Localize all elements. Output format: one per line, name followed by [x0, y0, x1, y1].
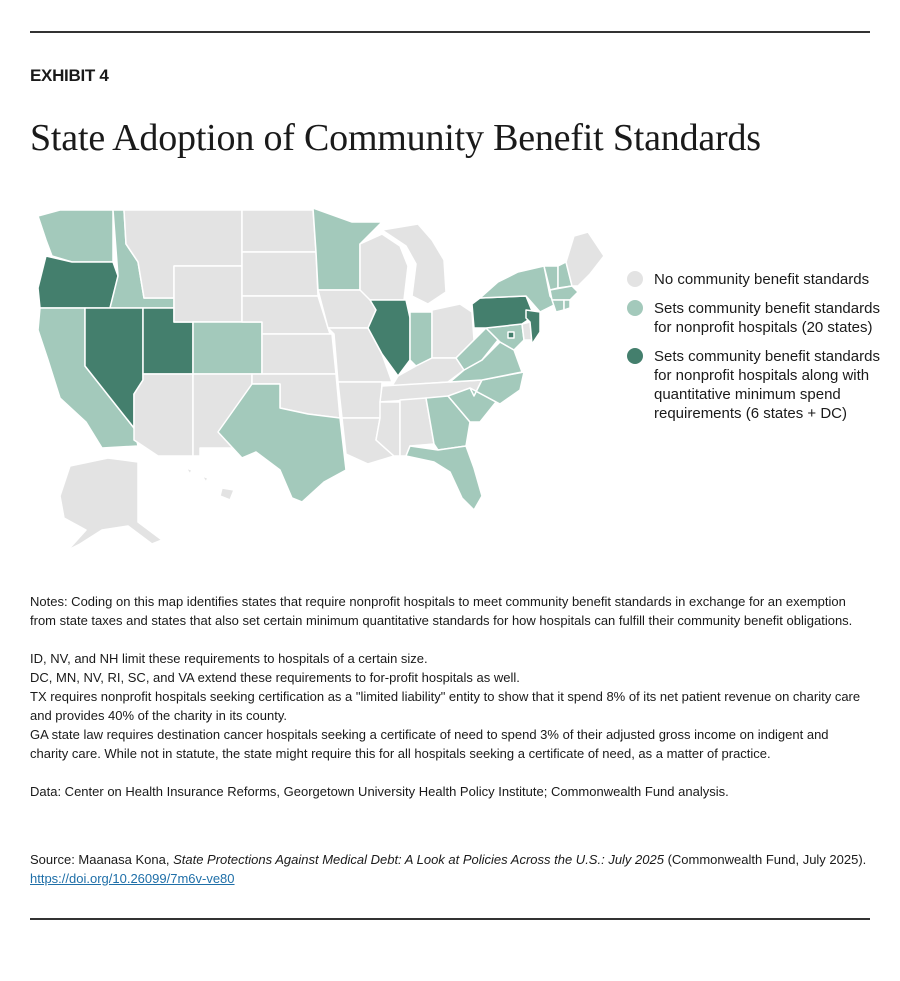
legend-label-none: No community benefit standards — [654, 271, 870, 288]
state-CO — [192, 321, 263, 375]
top-rule — [30, 31, 870, 33]
notes-line-ga: GA state law requires destination cancer… — [30, 727, 829, 761]
notes-block: Notes: Coding on this map identifies sta… — [30, 592, 870, 801]
legend-swatch-min-spend — [627, 348, 643, 364]
legend-swatch-none — [627, 271, 643, 287]
notes-intro: Notes: Coding on this map identifies sta… — [30, 594, 853, 628]
us-map — [37, 207, 605, 551]
notes-line-for-profit: DC, MN, NV, RI, SC, and VA extend these … — [30, 670, 520, 685]
legend-item-none: No community benefit standards — [627, 270, 887, 289]
state-MI — [381, 223, 447, 305]
state-TX — [217, 383, 347, 503]
state-CT — [551, 299, 565, 313]
source-title: State Protections Against Medical Debt: … — [173, 852, 664, 867]
source-doi-link[interactable]: https://doi.org/10.26099/7m6v-ve80 — [30, 871, 235, 886]
state-ND — [241, 209, 317, 253]
notes-line-tx: TX requires nonprofit hospitals seeking … — [30, 689, 861, 723]
legend-swatch-standards — [627, 300, 643, 316]
legend-item-min-spend: Sets community benefit standards for non… — [627, 347, 887, 423]
state-MA — [549, 285, 579, 301]
state-OR — [37, 255, 119, 309]
state-AR — [337, 381, 383, 419]
source-suffix: (Commonwealth Fund, July 2025). — [663, 852, 867, 867]
state-NY — [479, 265, 557, 313]
legend-label-standards: Sets community benefit standards for non… — [654, 300, 880, 336]
state-AZ — [133, 373, 194, 457]
state-WI — [359, 233, 409, 301]
state-RI — [563, 299, 571, 311]
state-SD — [241, 251, 319, 297]
notes-line-size: ID, NV, and NH limit these requirements … — [30, 651, 428, 666]
state-ME — [565, 231, 605, 287]
state-DC — [507, 331, 515, 339]
notes-data: Data: Center on Health Insurance Reforms… — [30, 784, 729, 799]
state-KS — [261, 333, 337, 375]
state-WY — [173, 265, 243, 323]
exhibit-label: EXHIBIT 4 — [30, 66, 109, 85]
legend-label-min-spend: Sets community benefit standards for non… — [654, 348, 880, 422]
source-prefix: Source: Maanasa Kona, — [30, 852, 174, 867]
state-WA — [37, 209, 114, 263]
state-AK — [59, 457, 163, 551]
state-FL — [405, 445, 483, 511]
legend-item-standards: Sets community benefit standards for non… — [627, 299, 887, 337]
page-title: State Adoption of Community Benefit Stan… — [30, 117, 761, 159]
state-SC — [447, 387, 497, 423]
state-HI — [185, 467, 235, 501]
state-IN — [409, 311, 433, 367]
source-citation: Source: Maanasa Kona, State Protections … — [30, 850, 870, 888]
bottom-rule — [30, 918, 870, 920]
map-legend: No community benefit standards Sets comm… — [627, 270, 887, 433]
